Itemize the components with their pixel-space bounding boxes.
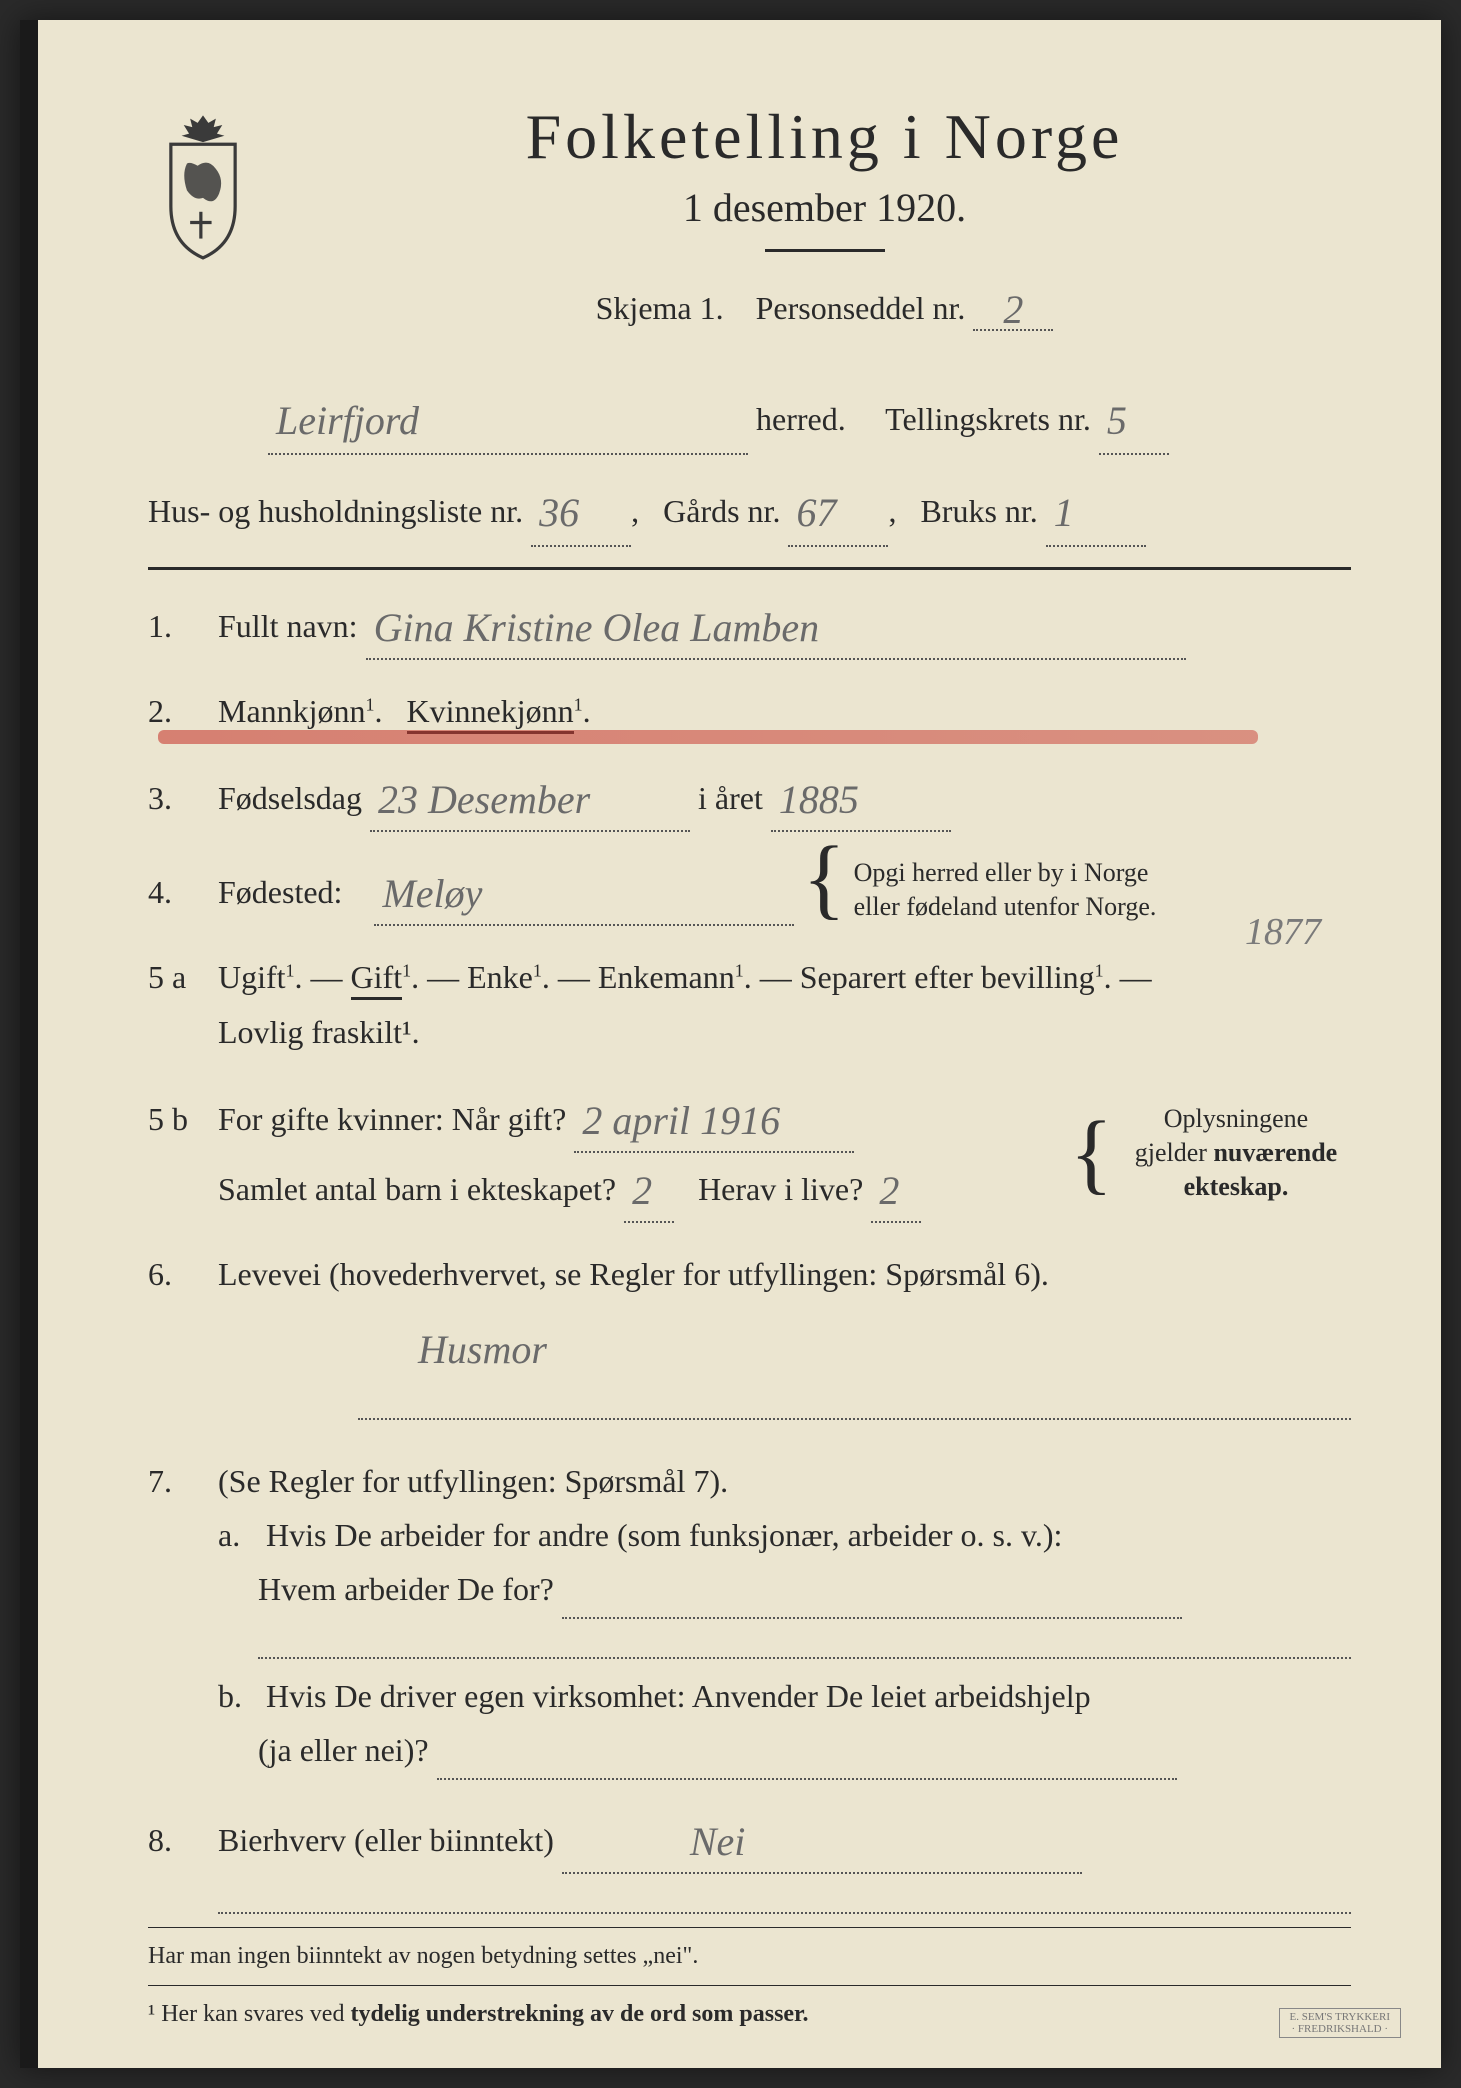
personseddel-label: Personseddel nr. [756, 290, 966, 326]
q3-year: 1885 [779, 777, 859, 822]
tellingskrets-nr: 5 [1107, 398, 1127, 443]
q1-value: Gina Kristine Olea Lamben [374, 605, 820, 650]
q4-value: Meløy [382, 871, 482, 916]
q8-label: Bierhverv (eller biinntekt) [218, 1822, 554, 1858]
herred-label: herred. [756, 401, 846, 437]
q3-num: 3. [148, 780, 218, 817]
q5b-val2: 2 [632, 1168, 652, 1213]
q7b-label: b. [218, 1669, 258, 1723]
q5b-sidenote: Oplysningene gjelder nuværende ekteskap. [1121, 1102, 1351, 1203]
q5b-val1: 2 april 1916 [582, 1098, 780, 1143]
q3-label: Fødselsdag [218, 780, 362, 816]
q6: 6. Levevei (hovederhvervet, se Regler fo… [148, 1247, 1351, 1429]
herred-value: Leirfjord [276, 398, 419, 443]
q4: 4. Fødested: Meløy { Opgi herred eller b… [148, 856, 1351, 926]
q5b-num: 5 b [148, 1101, 218, 1138]
q8-blank-line [218, 1884, 1351, 1914]
q8-num: 8. [148, 1822, 218, 1859]
q7-label: (Se Regler for utfyllingen: Spørsmål 7). [218, 1463, 728, 1499]
header: Folketelling i Norge 1 desember 1920. Sk… [148, 100, 1351, 351]
footer-note2: ¹ Her kan svares ved tydelig understrekn… [148, 2001, 1351, 2028]
title-divider [765, 249, 885, 252]
q6-value: Husmor [418, 1316, 547, 1384]
census-form-page: Folketelling i Norge 1 desember 1920. Sk… [20, 20, 1441, 2068]
q7a-text2: Hvem arbeider De for? [258, 1571, 554, 1607]
footer-notes: Har man ingen biinntekt av nogen betydni… [148, 1912, 1351, 2028]
form-meta-line1: Skjema 1. Personseddel nr. 2 [298, 282, 1351, 331]
q5a-num: 5 a [148, 959, 218, 996]
q7b-text2: (ja eller nei)? [258, 1732, 429, 1768]
herred-line: Leirfjord herred. Tellingskrets nr. 5 [148, 381, 1351, 455]
q3-day: 23 Desember [378, 777, 590, 822]
gards-nr: 67 [796, 490, 836, 535]
q2-num: 2. [148, 693, 218, 730]
personseddel-nr: 2 [1003, 287, 1023, 332]
norway-coat-of-arms-icon [148, 110, 258, 260]
q7a-blank-line [258, 1629, 1351, 1659]
q1-label: Fullt navn: [218, 608, 358, 644]
q6-num: 6. [148, 1256, 218, 1293]
q8: 8. Bierhverv (eller biinntekt) Nei [148, 1804, 1351, 1924]
q6-label: Levevei (hovederhvervet, se Regler for u… [218, 1256, 1049, 1292]
bruks-nr: 1 [1054, 490, 1074, 535]
main-title: Folketelling i Norge [298, 100, 1351, 174]
title-block: Folketelling i Norge 1 desember 1920. Sk… [298, 100, 1351, 351]
divider-1 [148, 567, 1351, 570]
q4-note-b: eller fødeland utenfor Norge. [854, 892, 1157, 921]
q2-mann: Mannkjønn [218, 693, 366, 729]
q7: 7. (Se Regler for utfyllingen: Spørsmål … [148, 1454, 1351, 1780]
q7a-text1: Hvis De arbeider for andre (som funksjon… [266, 1517, 1062, 1553]
q5a: 5 a Ugift1. — Gift1. — Enke1. — Enkemann… [148, 950, 1351, 1059]
husliste-label: Hus- og husholdningsliste nr. [148, 493, 523, 529]
footer-note2-bold: tydelig understrekning av de ord som pas… [350, 2001, 808, 2027]
red-underline-mark [158, 730, 1258, 744]
q5b-note3: ekteskap. [1184, 1172, 1289, 1201]
q5b-label2: Samlet antal barn i ekteskapet? [218, 1171, 616, 1207]
printer-stamp: E. SEM'S TRYKKERI · FREDRIKSHALD · [1279, 2008, 1402, 2038]
pencil-year-note: 1877 [1245, 910, 1321, 954]
q1-num: 1. [148, 608, 218, 645]
q7a-label: a. [218, 1508, 258, 1562]
q5a-opts2: Lovlig fraskilt¹. [218, 1014, 420, 1050]
footer-divider-1 [148, 1927, 1351, 1928]
q4-sidenote: Opgi herred eller by i Norge eller fødel… [854, 856, 1157, 924]
husliste-nr: 36 [539, 490, 579, 535]
q6-blank-line [358, 1390, 1351, 1420]
hus-line: Hus- og husholdningsliste nr. 36, Gårds … [148, 473, 1351, 547]
printer-line2: · FREDRIKSHALD · [1290, 2023, 1391, 2035]
q5b-note2: gjelder nuværende [1135, 1138, 1337, 1167]
tellingskrets-label: Tellingskrets nr. [885, 401, 1091, 437]
q2-kvinne: Kvinnekjønn [407, 693, 574, 734]
footer-note1: Har man ingen biinntekt av nogen betydni… [148, 1943, 1351, 1970]
q4-note-a: Opgi herred eller by i Norge [854, 858, 1149, 887]
footer-note2-pre: ¹ Her kan svares ved [148, 2001, 350, 2027]
q1: 1. Fullt navn: Gina Kristine Olea Lamben [148, 590, 1351, 660]
q7b-text1: Hvis De driver egen virksomhet: Anvender… [266, 1678, 1091, 1714]
printer-line1: E. SEM'S TRYKKERI [1290, 2011, 1391, 2023]
skjema-label: Skjema 1. [596, 290, 724, 326]
q4-label: Fødested: [218, 874, 342, 910]
bruks-label: Bruks nr. [920, 493, 1037, 529]
q5b-val3: 2 [879, 1168, 899, 1213]
q3: 3. Fødselsdag 23 Desember i året 1885 [148, 762, 1351, 832]
q8-value: Nei [690, 1819, 746, 1864]
q7-num: 7. [148, 1463, 218, 1500]
q5b-label1: For gifte kvinner: Når gift? [218, 1101, 566, 1137]
footer-divider-2 [148, 1985, 1351, 1986]
brace-icon-2: { [1070, 1131, 1113, 1176]
q5b-note1: Oplysningene [1164, 1104, 1308, 1133]
q4-num: 4. [148, 874, 218, 911]
gards-label: Gårds nr. [663, 493, 780, 529]
q5b: 5 b For gifte kvinner: Når gift? 2 april… [148, 1083, 1351, 1223]
brace-icon: { [802, 856, 845, 901]
q5b-label3: Herav i live? [698, 1171, 863, 1207]
subtitle: 1 desember 1920. [298, 184, 1351, 231]
q3-mid: i året [698, 780, 763, 816]
